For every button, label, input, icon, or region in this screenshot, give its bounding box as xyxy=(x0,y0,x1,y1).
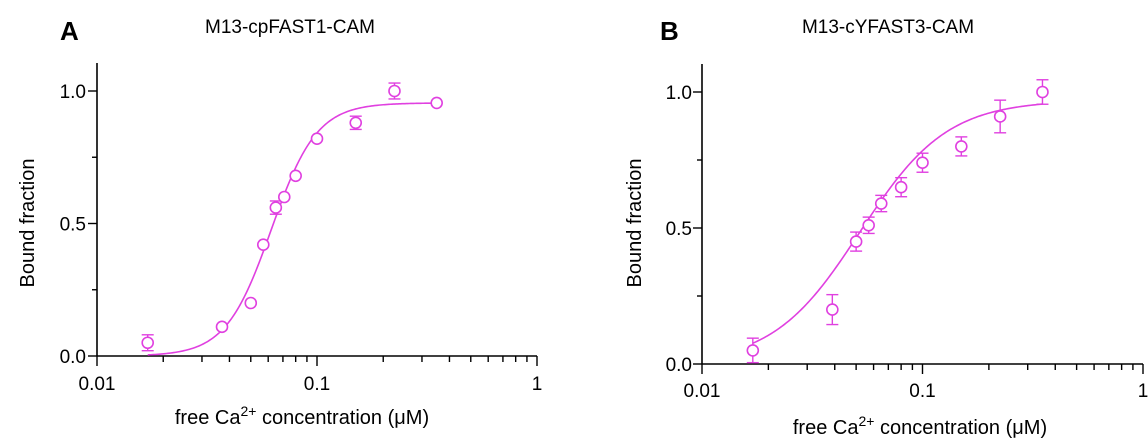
data-point xyxy=(916,156,929,170)
x-tick-label: 0.01 xyxy=(684,381,721,402)
data-point xyxy=(1036,85,1049,99)
x-axis-label-b: free Ca2+ concentration (μM) xyxy=(793,413,1047,439)
chart-title-a: M13-cpFAST1-CAM xyxy=(205,17,375,38)
data-point xyxy=(849,235,863,248)
data-point xyxy=(141,336,154,350)
data-point xyxy=(430,96,443,110)
data-point xyxy=(277,190,291,204)
data-point xyxy=(349,116,363,130)
y-tick-label: 1.0 xyxy=(666,83,692,104)
y-tick-label: 1.0 xyxy=(60,82,86,103)
panel-label-b: B xyxy=(660,16,679,46)
data-point xyxy=(746,344,760,357)
y-axis-label-b: Bound fraction xyxy=(624,159,646,288)
x-tick-label: 0.1 xyxy=(909,381,935,402)
data-point xyxy=(269,201,283,214)
y-tick-label: 0.5 xyxy=(666,219,692,240)
data-point xyxy=(388,84,401,98)
x-axis-label-a: free Ca2+ concentration (μM) xyxy=(175,403,429,429)
fit-curve xyxy=(752,103,1043,344)
panel-b: B M13-cYFAST3-CAM Bound fraction free Ca… xyxy=(624,16,1148,439)
data-point xyxy=(993,110,1007,123)
data-point xyxy=(215,320,229,334)
data-point xyxy=(256,238,270,251)
x-tick-label: 1 xyxy=(1138,381,1148,402)
y-tick-label: 0.5 xyxy=(60,215,86,236)
y-axis-label-a: Bound fraction xyxy=(17,159,39,288)
panel-a: A M13-cpFAST1-CAM Bound fraction free Ca… xyxy=(17,16,542,429)
data-point xyxy=(310,132,324,145)
panel-label-a: A xyxy=(60,16,79,46)
data-point xyxy=(244,296,258,310)
x-tick-label: 0.01 xyxy=(79,374,116,395)
data-point xyxy=(894,180,908,194)
y-tick-label: 0.0 xyxy=(666,355,692,376)
data-point xyxy=(955,140,968,153)
fit-curve xyxy=(147,102,437,356)
x-tick-label: 0.1 xyxy=(304,374,330,395)
data-point xyxy=(289,169,302,183)
chart-title-b: M13-cYFAST3-CAM xyxy=(802,17,974,38)
data-point xyxy=(874,197,888,210)
data-point xyxy=(826,303,839,316)
x-tick-label: 1 xyxy=(532,374,543,395)
y-tick-label: 0.0 xyxy=(60,347,86,368)
data-point xyxy=(862,218,875,232)
